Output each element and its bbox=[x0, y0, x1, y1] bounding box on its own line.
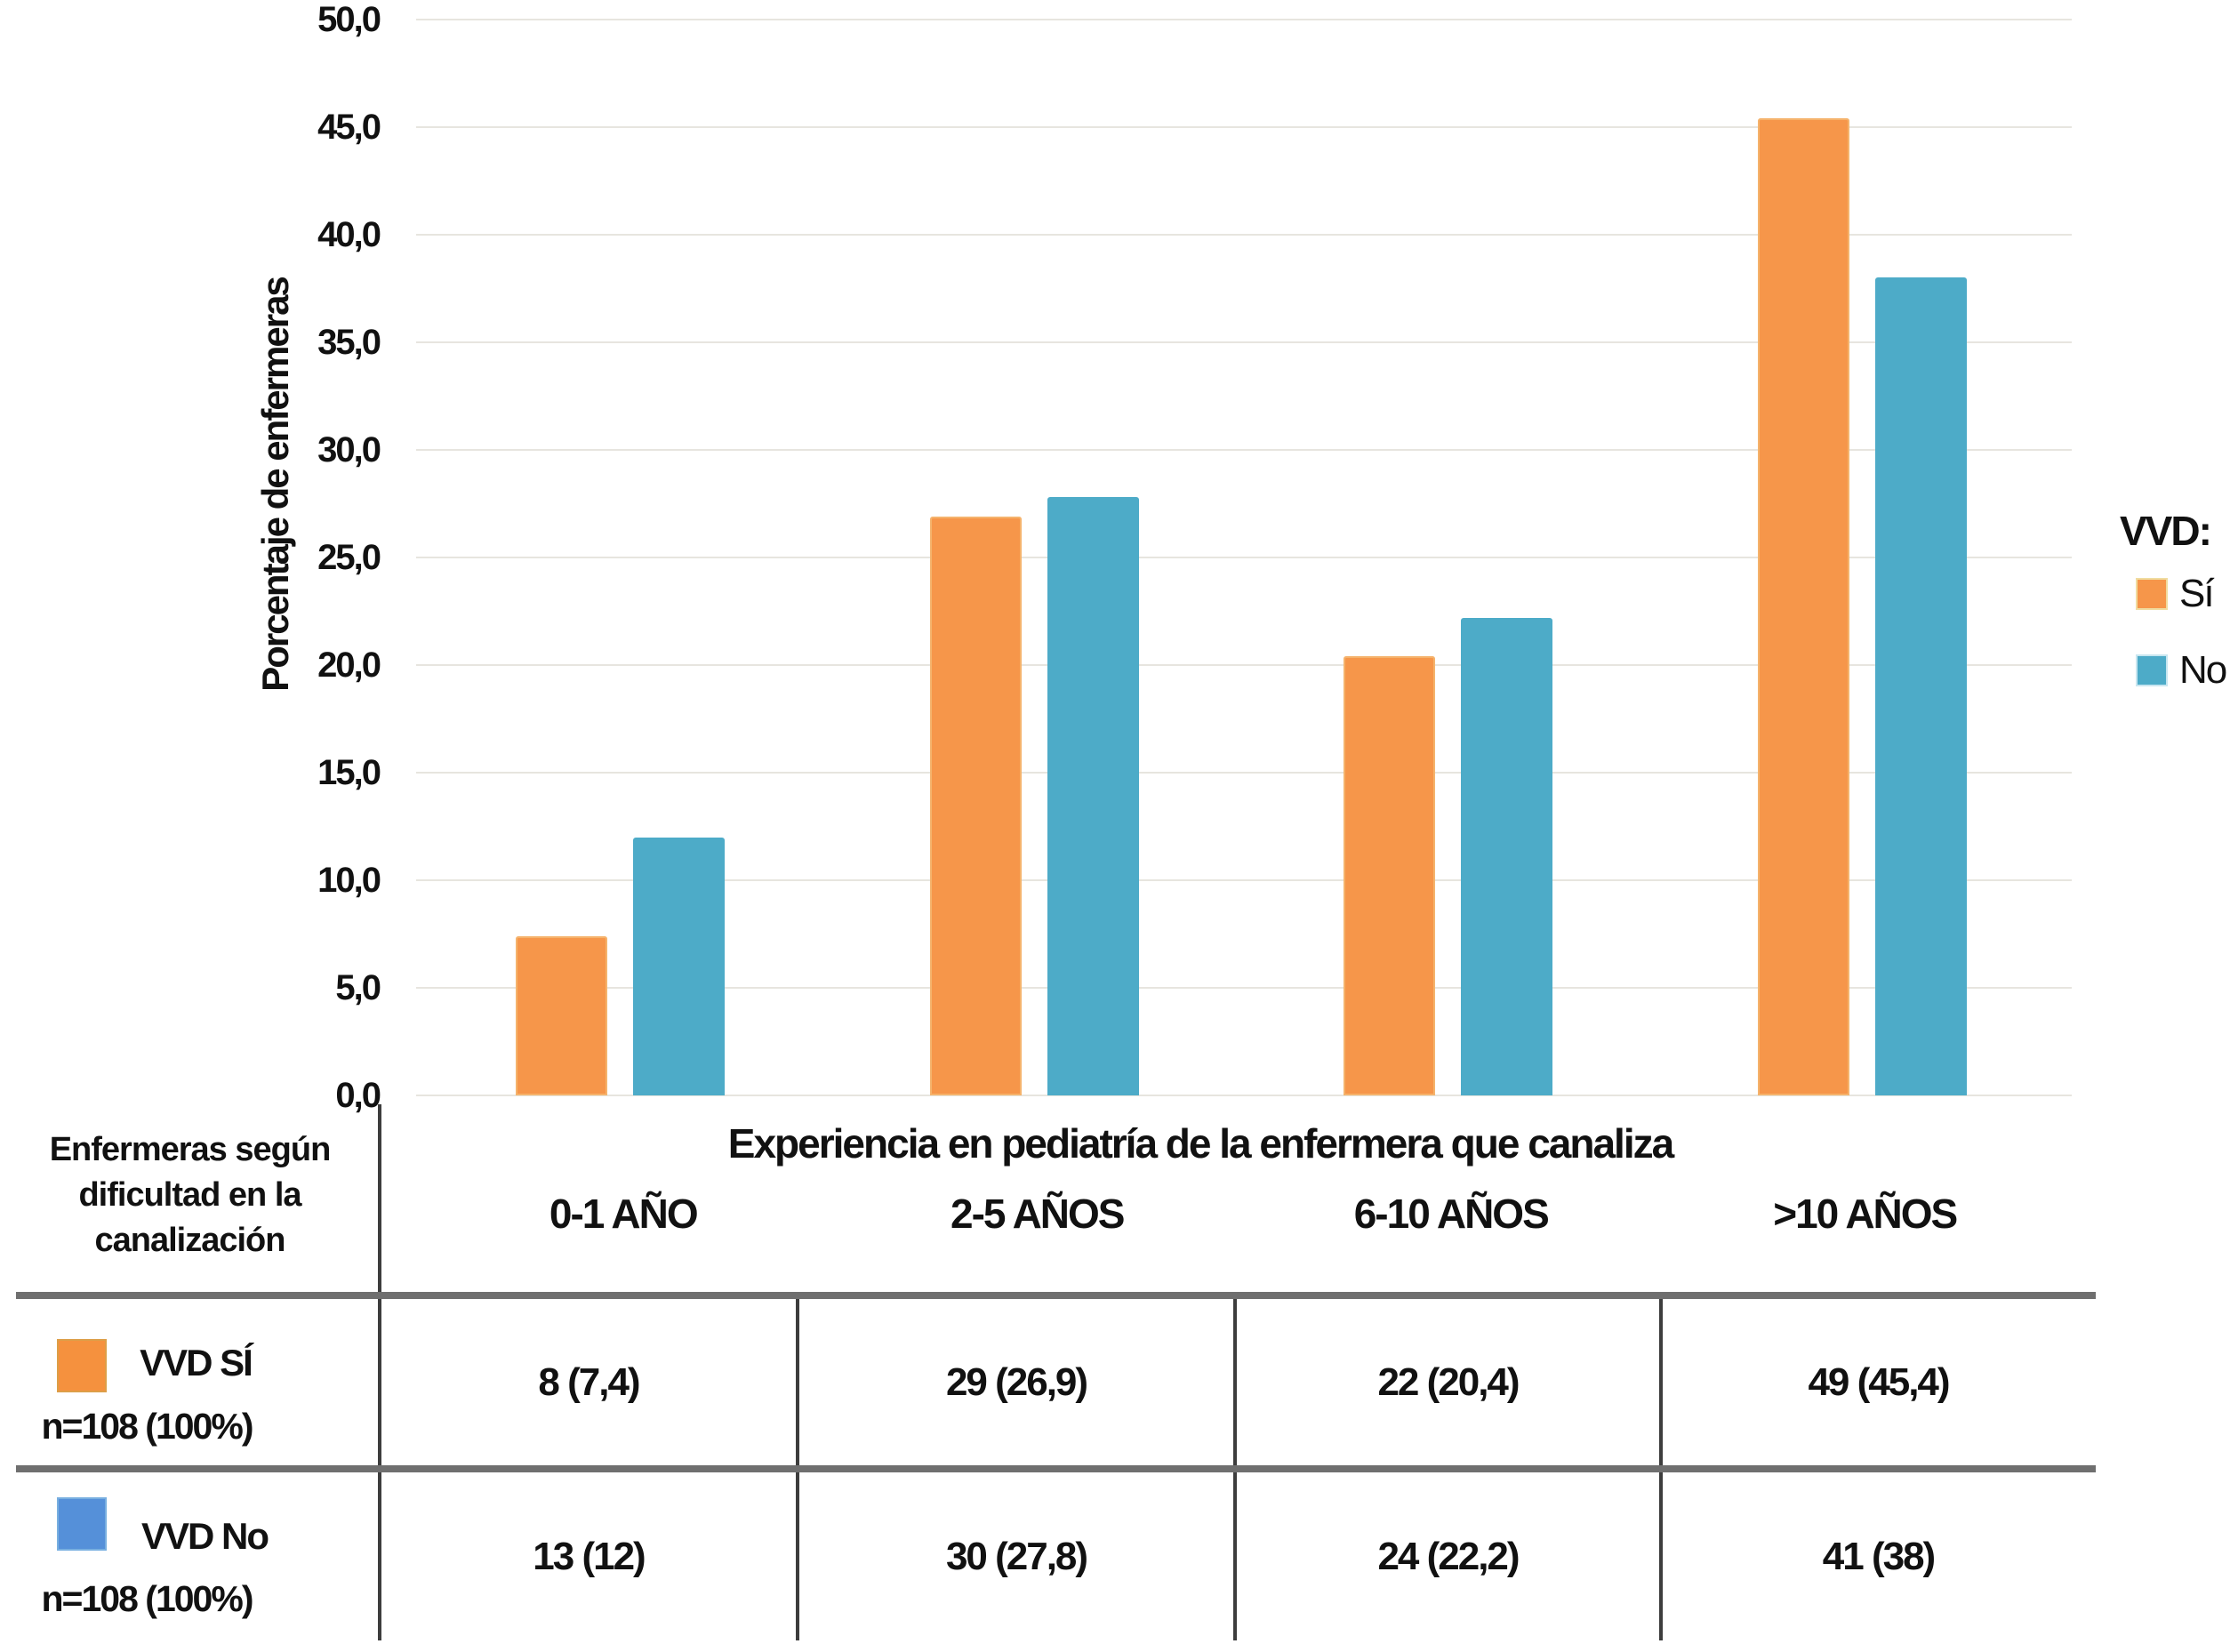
table-value-cell: 30 (27,8) bbox=[945, 1535, 1088, 1578]
x-category-label: >10 AÑOS bbox=[1773, 1191, 1958, 1237]
x-axis-title: Experiencia en pediatría de la enfermera… bbox=[727, 1120, 1674, 1167]
table-row-label-vvd-no: VVD No n=108 (100%) bbox=[0, 1469, 380, 1652]
vvd-si-sublabel: n=108 (100%) bbox=[41, 1406, 254, 1447]
vvd-no-swatch bbox=[57, 1497, 107, 1551]
table-divider-vertical bbox=[378, 1104, 381, 1640]
table-value-cell: 41 (38) bbox=[1822, 1535, 1936, 1578]
x-category-label: 2-5 AÑOS bbox=[951, 1191, 1125, 1237]
gridline-5 bbox=[416, 987, 2072, 989]
legend-item-no: No bbox=[2136, 648, 2227, 692]
y-axis-tick-label: 20,0 bbox=[317, 646, 381, 685]
vvd-si-label: VVD SÍ bbox=[140, 1342, 253, 1383]
table-value-cell: 22 (20,4) bbox=[1377, 1359, 1520, 1404]
y-axis-tick-label: 45,0 bbox=[317, 108, 381, 147]
table-header-line: Enfermeras según bbox=[49, 1131, 332, 1168]
vvd-si-swatch bbox=[57, 1339, 107, 1392]
legend-si-label: Sí bbox=[2179, 572, 2215, 615]
gridline-20 bbox=[416, 664, 2072, 666]
vvd-no-label: VVD No bbox=[140, 1515, 269, 1557]
table-header-line: canalización bbox=[94, 1222, 286, 1259]
y-axis-tick-label: 50,0 bbox=[317, 0, 381, 39]
bar-no-6-10 AÑOS bbox=[1461, 617, 1552, 1095]
gridline-45 bbox=[416, 126, 2072, 128]
gridline-25 bbox=[416, 557, 2072, 558]
table-row-label-vvd-si: VVD SÍ n=108 (100%) bbox=[0, 1295, 380, 1469]
bar-no-2-5 AÑOS bbox=[1047, 497, 1139, 1095]
table-value-cell: 24 (22,2) bbox=[1377, 1535, 1520, 1578]
bar-sí-2-5 AÑOS bbox=[929, 517, 1022, 1095]
table-header-cell: Enfermeras según dificultad en la canali… bbox=[9, 1127, 371, 1263]
legend-no-label: No bbox=[2179, 648, 2227, 692]
y-axis-tick-label: 15,0 bbox=[317, 753, 381, 792]
table-border-horizontal bbox=[16, 1465, 2096, 1472]
bar-no->10 AÑOS bbox=[1874, 277, 1967, 1095]
y-axis-tick-label: 10,0 bbox=[317, 861, 381, 900]
legend-no-swatch bbox=[2136, 654, 2168, 686]
vvd-no-sublabel: n=108 (100%) bbox=[41, 1578, 254, 1619]
gridline-10 bbox=[416, 879, 2072, 881]
table-value-cell: 8 (7,4) bbox=[538, 1359, 640, 1404]
legend-title: VVD: bbox=[2120, 508, 2212, 554]
y-axis-tick-label: 40,0 bbox=[317, 215, 381, 254]
gridline-40 bbox=[416, 234, 2072, 236]
y-axis-tick-label: 35,0 bbox=[317, 323, 381, 362]
bar-sí-0-1 AÑO bbox=[516, 935, 607, 1095]
bar-sí-6-10 AÑOS bbox=[1344, 656, 1435, 1095]
x-category-label: 0-1 AÑO bbox=[549, 1191, 699, 1237]
gridline-15 bbox=[416, 772, 2072, 774]
legend-si-swatch bbox=[2136, 578, 2168, 610]
x-category-label: 6-10 AÑOS bbox=[1353, 1191, 1550, 1237]
gridline-30 bbox=[416, 449, 2072, 451]
bar-sí->10 AÑOS bbox=[1757, 118, 1849, 1095]
gridline-0 bbox=[416, 1095, 2072, 1096]
y-axis-tick-label: 5,0 bbox=[335, 968, 381, 1007]
gridline-50 bbox=[416, 19, 2072, 20]
bar-no-0-1 AÑO bbox=[633, 837, 725, 1095]
table-value-cell: 29 (26,9) bbox=[945, 1359, 1088, 1404]
table-header-line: dificultad en la bbox=[78, 1176, 301, 1214]
y-axis-tick-label: 25,0 bbox=[317, 538, 381, 577]
gridline-35 bbox=[416, 341, 2072, 343]
y-axis-tick-label: 0,0 bbox=[335, 1076, 381, 1115]
table-value-cell: 49 (45,4) bbox=[1808, 1359, 1950, 1404]
table-value-cell: 13 (12) bbox=[533, 1535, 646, 1578]
legend-item-si: Sí bbox=[2136, 572, 2215, 615]
table-border-horizontal bbox=[16, 1292, 2096, 1299]
y-axis-tick-label: 30,0 bbox=[317, 430, 381, 469]
